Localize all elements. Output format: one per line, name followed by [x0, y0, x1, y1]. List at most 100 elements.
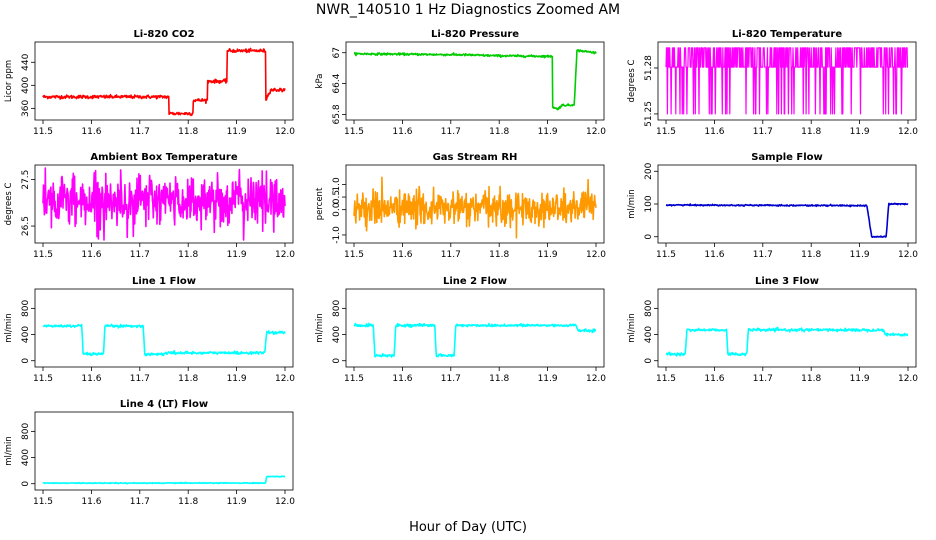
x-tick-label: 11.6: [392, 127, 412, 137]
series-line: [353, 49, 597, 111]
x-tick-label: 11.6: [392, 250, 412, 260]
y-tick-label: 65.8: [332, 104, 342, 124]
x-tick-label: 12.0: [586, 250, 606, 260]
x-tick-label: 11.5: [344, 250, 364, 260]
series-line: [353, 176, 597, 239]
plot-frame: [657, 41, 917, 121]
y-tick-label: 0: [21, 481, 31, 487]
x-tick-label: 11.8: [801, 250, 821, 260]
panel-title: Li-820 Pressure: [431, 29, 519, 40]
panel-title: Line 2 Flow: [443, 276, 507, 287]
series-line: [42, 167, 286, 241]
y-tick-label: 800: [332, 300, 342, 317]
x-tick-label: 11.5: [33, 497, 53, 507]
x-tick-label: 11.5: [656, 374, 676, 384]
y-tick-label: 800: [21, 300, 31, 317]
x-tick-label: 11.6: [704, 127, 724, 137]
panel-line-3-flow: Line 3 Flow ml/min 11.5 11.6 11.7 11.8 11.9 12.…: [627, 276, 918, 384]
x-tick-label: 11.6: [81, 250, 101, 260]
series-line: [665, 202, 909, 238]
x-tick-label: 11.9: [227, 374, 247, 384]
y-tick-label: 800: [21, 423, 31, 440]
x-tick-label: 11.6: [704, 250, 724, 260]
plot-frame: [345, 164, 605, 244]
x-tick-label: 11.9: [850, 374, 870, 384]
figure-title: NWR_140510 1 Hz Diagnostics Zoomed AM: [316, 2, 620, 18]
x-tick-label: 11.5: [33, 127, 53, 137]
x-tick-label: 12.0: [898, 374, 918, 384]
x-tick-label: 11.7: [441, 374, 461, 384]
y-tick-label: 360: [21, 100, 31, 117]
x-tick-label: 11.6: [81, 127, 101, 137]
x-tick-label: 11.7: [753, 250, 773, 260]
x-tick-label: 11.9: [227, 497, 247, 507]
x-tick-label: 11.7: [441, 250, 461, 260]
x-tick-label: 11.7: [753, 127, 773, 137]
x-tick-label: 12.0: [275, 374, 295, 384]
y-axis-label: percent: [315, 187, 325, 220]
x-tick-label: 11.8: [178, 127, 198, 137]
y-axis-label: kPa: [315, 74, 325, 89]
plot-frame: [34, 164, 294, 244]
y-tick-label: 26.5: [21, 216, 31, 236]
y-tick-label: 0: [644, 234, 654, 240]
y-tick-label: 0.0: [332, 202, 342, 217]
x-tick-label: 11.7: [441, 127, 461, 137]
x-tick-label: 11.8: [178, 250, 198, 260]
panel-title: Line 1 Flow: [132, 276, 196, 287]
y-tick-label: 27.5: [21, 170, 31, 190]
x-tick-label: 12.0: [586, 374, 606, 384]
y-tick-label: 800: [644, 300, 654, 317]
x-tick-label: 12.0: [898, 127, 918, 137]
series-line: [42, 475, 286, 485]
panel-title: Sample Flow: [751, 152, 823, 163]
x-tick-label: 11.6: [81, 497, 101, 507]
plot-frame: [657, 164, 917, 244]
x-tick-label: 11.5: [33, 374, 53, 384]
y-tick-label: 66.4: [332, 73, 342, 93]
panel-ambient-box-temperature: Ambient Box Temperature degrees C 11.5 11.6…: [4, 152, 295, 260]
series-line: [42, 323, 286, 357]
y-axis-label: ml/min: [627, 189, 637, 219]
panel-gas-stream-rh: Gas Stream RH percent 11.5 11.6 11.7 11.8 11.9…: [315, 152, 606, 260]
x-tick-label: 11.7: [130, 497, 150, 507]
x-tick-label: 11.8: [178, 497, 198, 507]
y-tick-label: 1.0: [332, 177, 342, 192]
x-tick-label: 11.7: [130, 250, 150, 260]
x-tick-label: 11.9: [538, 374, 558, 384]
y-axis-label: ml/min: [4, 436, 14, 466]
x-tick-label: 11.5: [656, 127, 676, 137]
x-tick-label: 11.7: [130, 374, 150, 384]
y-tick-label: 400: [21, 449, 31, 466]
x-tick-label: 11.7: [753, 374, 773, 384]
y-axis-label: degrees C: [4, 183, 14, 226]
series-line: [353, 322, 597, 358]
y-tick-label: 0: [21, 358, 31, 364]
panel-grid: Li-820 CO2 Licor ppm 11.5 11.6 11.7 11.8 11.9 1…: [4, 29, 918, 507]
y-tick-label: 0: [644, 358, 654, 364]
x-tick-label: 11.9: [227, 250, 247, 260]
panel-line-1-flow: Line 1 Flow ml/min 11.5 11.6 11.7 11.8 11.9 12.…: [4, 276, 295, 384]
figure-x-axis-label: Hour of Day (UTC): [409, 520, 527, 535]
x-tick-label: 12.0: [275, 497, 295, 507]
plot-frame: [657, 288, 917, 368]
x-tick-label: 11.6: [704, 374, 724, 384]
x-tick-label: 11.9: [538, 250, 558, 260]
y-tick-label: 400: [644, 326, 654, 343]
x-tick-label: 11.5: [656, 250, 676, 260]
panel-line-2-flow: Line 2 Flow ml/min 11.5 11.6 11.7 11.8 11.9 12.…: [315, 276, 606, 384]
y-axis-label: ml/min: [315, 313, 325, 343]
plot-frame: [34, 41, 294, 121]
panel-li-820-pressure: Li-820 Pressure kPa 11.5 11.6 11.7 11.8 11.9 12…: [315, 29, 606, 137]
y-tick-label: -1.0: [332, 226, 342, 244]
x-tick-label: 11.9: [227, 127, 247, 137]
x-tick-label: 11.5: [33, 250, 53, 260]
x-tick-label: 11.8: [489, 127, 509, 137]
y-tick-label: 100: [644, 195, 654, 212]
panel-title: Gas Stream RH: [433, 152, 518, 163]
x-tick-label: 12.0: [275, 250, 295, 260]
y-tick-label: 0: [332, 358, 342, 364]
y-tick-label: 400: [21, 326, 31, 343]
series-line: [42, 47, 286, 117]
